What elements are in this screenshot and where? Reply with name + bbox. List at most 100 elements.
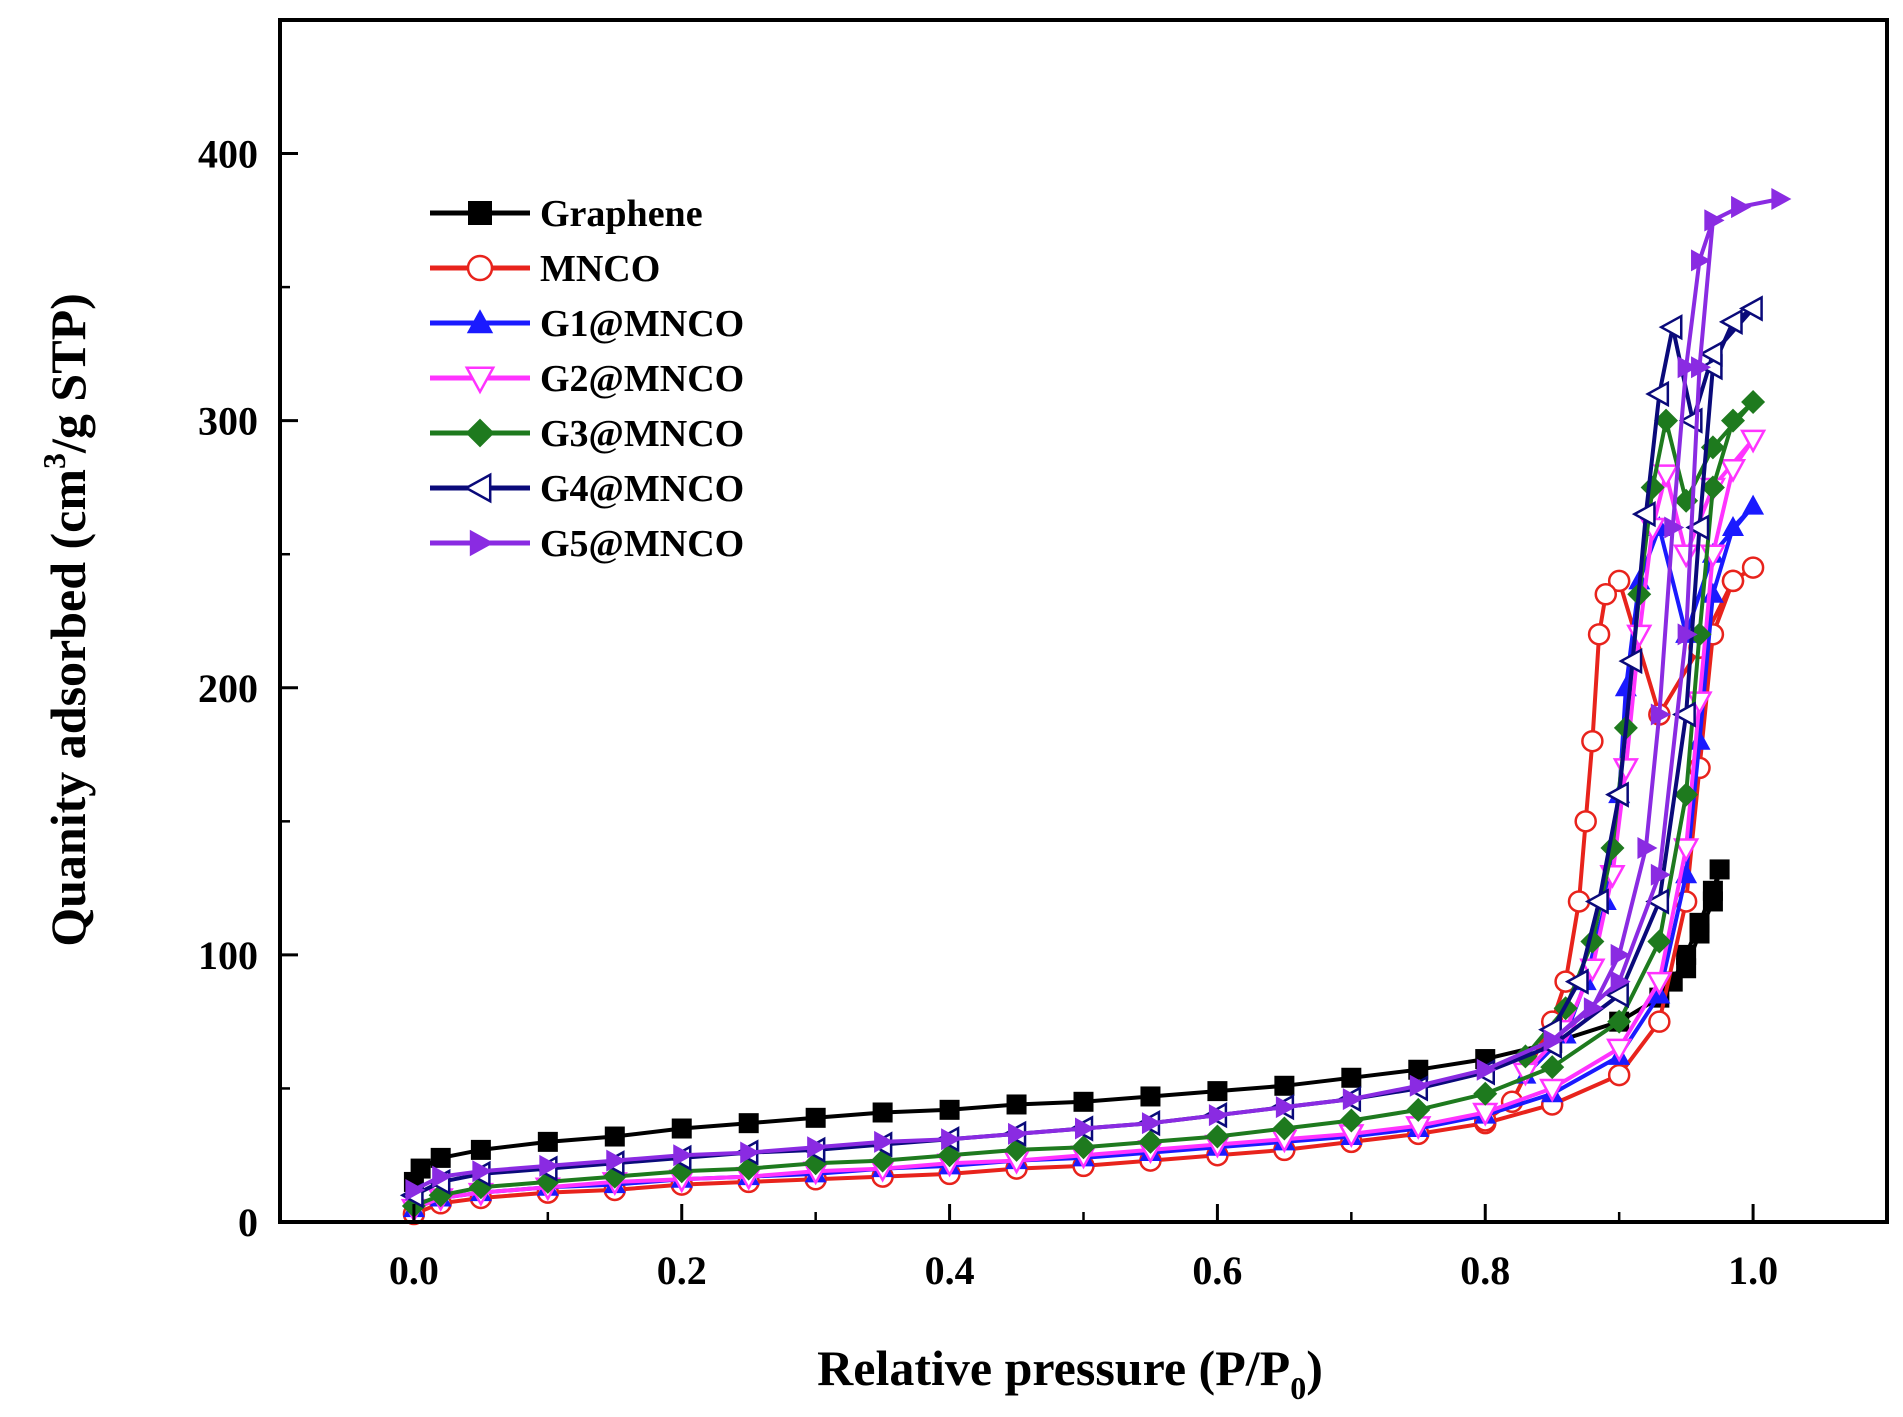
legend-item: Graphene (430, 193, 703, 235)
data-point (1075, 1117, 1095, 1140)
data-point (1648, 1010, 1671, 1033)
data-point (1540, 1055, 1565, 1080)
data-point (740, 1141, 761, 1164)
x-tick-label: 1.0 (1728, 1248, 1778, 1293)
data-point (430, 1147, 451, 1168)
data-point (1594, 583, 1618, 606)
series-line (413, 565, 1756, 1216)
data-point (1719, 458, 1747, 483)
data-point (1704, 209, 1725, 232)
legend-item: G5@MNCO (430, 523, 744, 565)
x-axis-title-subscript: 0 (1290, 1370, 1306, 1406)
data-point (874, 1130, 895, 1153)
data-point (606, 1149, 627, 1172)
data-point (1698, 340, 1723, 368)
data-point (1140, 1086, 1161, 1107)
data-point (1689, 912, 1710, 933)
x-tick-label: 0.4 (925, 1248, 975, 1293)
data-point (1564, 968, 1589, 995)
data-point (432, 1165, 453, 1188)
data-point (1739, 429, 1767, 454)
legend-label: G1@MNCO (540, 303, 744, 345)
data-point (1574, 810, 1597, 833)
y-tick-label: 0 (238, 1200, 258, 1245)
data-point (1341, 1067, 1362, 1088)
data-point (1742, 494, 1765, 515)
data-point (941, 1128, 962, 1151)
data-point (939, 1099, 960, 1120)
data-point (1473, 1081, 1498, 1106)
data-point (1741, 389, 1766, 414)
data-point (1543, 1029, 1564, 1052)
legend-marker (464, 366, 496, 395)
data-point (472, 1160, 493, 1183)
data-point (1605, 781, 1629, 808)
legend-item: G1@MNCO (430, 303, 744, 345)
data-point (1709, 859, 1730, 880)
data-point (1606, 1038, 1633, 1063)
data-point (1610, 943, 1631, 966)
data-point (405, 1178, 426, 1201)
data-point (1006, 1094, 1027, 1115)
x-tick-label: 0.0 (389, 1248, 439, 1293)
x-tick-label: 0.6 (1192, 1248, 1242, 1293)
data-point (1673, 838, 1700, 863)
data-point (1587, 623, 1611, 646)
data-point (1731, 195, 1752, 218)
legend-marker (469, 529, 494, 557)
data-point (1476, 1058, 1497, 1081)
legend-label: G2@MNCO (540, 358, 744, 400)
data-point (1664, 516, 1685, 539)
data-point (1771, 187, 1792, 210)
data-point (805, 1107, 826, 1128)
data-point (1342, 1088, 1363, 1111)
legend-marker (466, 309, 494, 334)
series-graphene (403, 859, 1730, 1192)
data-point (1339, 1108, 1364, 1133)
data-point (1607, 1063, 1631, 1087)
y-axis-title-end: /g STP) (40, 293, 96, 454)
legend: Graphene MNCO G1@MNCO G2@MNCO G3@MNCO G4@MNCO… (430, 193, 744, 565)
data-point (1718, 308, 1743, 335)
series-line (413, 197, 1782, 1192)
y-tick-label: 100 (198, 933, 258, 978)
data-point (1652, 464, 1680, 489)
y-axis-ticks: 0 100 200 300 400 (198, 132, 298, 1245)
data-point (1738, 295, 1763, 322)
data-point (1406, 1097, 1431, 1122)
x-axis-ticks: 0.0 0.2 0.4 0.6 0.8 1.0 (278, 1204, 1889, 1293)
y-axis-title-superscript: 3 (36, 453, 72, 469)
data-point (1607, 569, 1631, 593)
x-tick-label: 0.2 (657, 1248, 707, 1293)
data-point (1673, 544, 1700, 569)
data-point (1720, 408, 1745, 433)
y-tick-label: 400 (198, 132, 258, 177)
data-point (1741, 556, 1765, 579)
data-point (1275, 1096, 1296, 1119)
data-point (671, 1118, 692, 1139)
legend-label: MNCO (540, 248, 660, 290)
data-point (1650, 703, 1671, 726)
data-point (1645, 888, 1670, 915)
legend-marker (468, 201, 492, 225)
data-point (1583, 997, 1604, 1020)
data-point (1141, 1112, 1162, 1135)
legend-marker (465, 418, 495, 448)
data-point (470, 1139, 491, 1160)
y-tick-label: 300 (198, 399, 258, 444)
legend-marker (463, 472, 492, 504)
x-axis-title: Relative pressure (P/P0) (817, 1340, 1323, 1406)
data-point (1677, 356, 1698, 379)
data-point (1702, 880, 1723, 901)
data-point (539, 1154, 560, 1177)
data-point (1685, 514, 1710, 541)
legend-item: G4@MNCO (430, 468, 744, 510)
data-point (1208, 1104, 1229, 1127)
data-point (673, 1144, 694, 1167)
legend-item: G2@MNCO (430, 358, 744, 400)
data-point (1658, 314, 1683, 341)
data-point (1645, 380, 1670, 408)
data-point (1672, 701, 1696, 728)
data-point (1610, 970, 1631, 993)
